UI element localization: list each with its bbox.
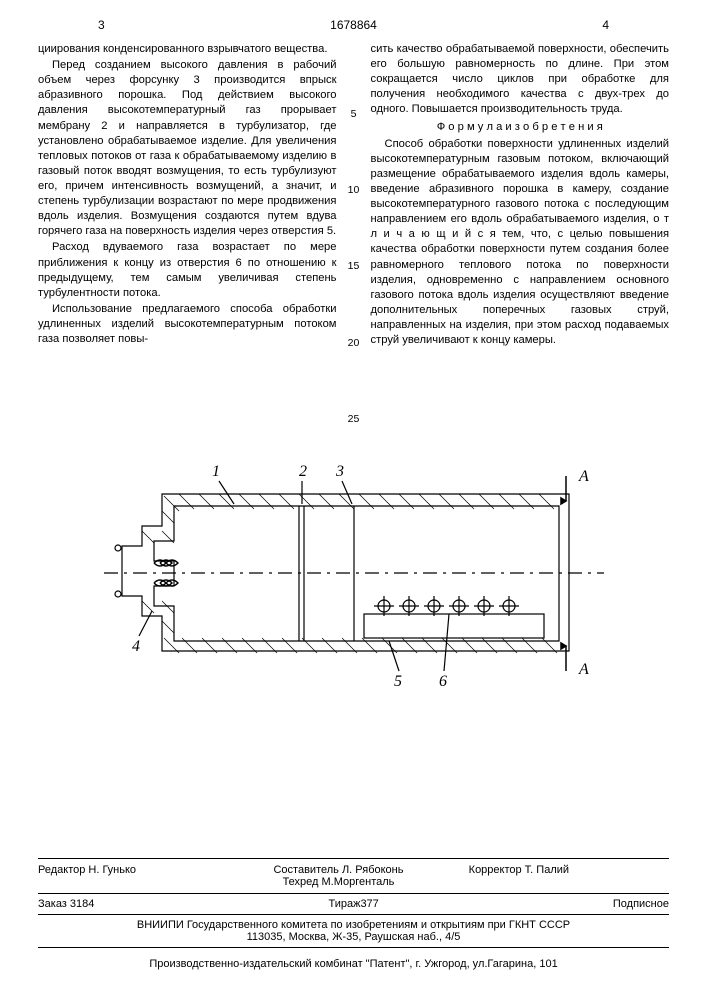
corrector-line: Корректор Т. Палий [439, 864, 669, 888]
fig-label-4: 4 [132, 638, 140, 655]
address-line: 113035, Москва, Ж-35, Раушская наб., 4/5 [38, 931, 669, 943]
para: Перед созданием высокого давления в рабо… [38, 58, 337, 239]
compiler-line: Составитель Л. Рябоконь [238, 864, 438, 876]
fig-label-A-top: А [578, 468, 589, 485]
left-column: циирования конденсированного взрывчатого… [38, 42, 337, 426]
order-num: Заказ 3184 [38, 898, 94, 910]
para: Использование предлагаемого способа обра… [38, 302, 337, 347]
line-number-gutter: 5 10 15 20 25 [345, 42, 363, 426]
para: сить качество обрабатываемой поверхности… [371, 42, 670, 118]
bottom-line: Производственно-издательский комбинат "П… [38, 948, 669, 970]
fig-label-1: 1 [212, 463, 220, 480]
page-num-left: 3 [38, 18, 105, 32]
podpis: Подписное [613, 898, 669, 910]
fig-label-5: 5 [394, 673, 402, 690]
patent-number: 1678864 [330, 18, 377, 32]
line-num: 15 [345, 259, 363, 273]
fig-label-A-bot: А [578, 661, 589, 678]
line-num: 20 [345, 336, 363, 350]
techred-line: Техред М.Моргенталь [238, 876, 438, 888]
para: циирования конденсированного взрывчатого… [38, 42, 337, 57]
fig-label-3: 3 [335, 463, 344, 480]
editor-line: Редактор Н. Гунько [38, 864, 238, 888]
page-header: 3 1678864 4 [38, 18, 669, 32]
technical-drawing: 1 2 3 4 5 6 А А [104, 446, 604, 706]
text-columns: циирования конденсированного взрывчатого… [38, 42, 669, 426]
footer-block: Редактор Н. Гунько Составитель Л. Рябоко… [38, 858, 669, 970]
line-num: 5 [345, 107, 363, 121]
fig-label-2: 2 [299, 463, 307, 480]
formula-heading: Ф о р м у л а и з о б р е т е н и я [371, 120, 670, 135]
vniipi-line: ВНИИПИ Государственного комитета по изоб… [38, 919, 669, 931]
line-num: 10 [345, 183, 363, 197]
para: Расход вдуваемого газа возрастает по мер… [38, 240, 337, 300]
fig-label-6: 6 [439, 673, 447, 690]
para: Способ обработки поверхности удлиненных … [371, 137, 670, 349]
page-num-right: 4 [602, 18, 669, 32]
right-column: сить качество обрабатываемой поверхности… [371, 42, 670, 426]
tirazh: Тираж377 [328, 898, 378, 910]
line-num: 25 [345, 412, 363, 426]
